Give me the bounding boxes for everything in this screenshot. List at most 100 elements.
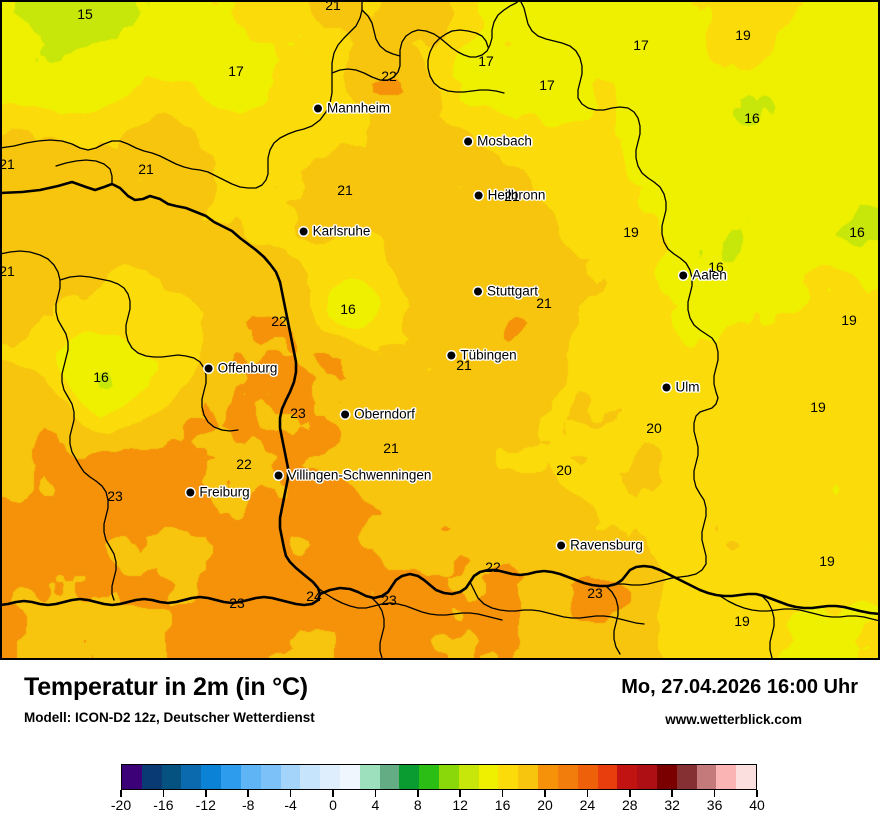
border-line <box>605 585 621 655</box>
colorbar-tick <box>586 790 589 797</box>
city-dot-icon <box>274 471 283 479</box>
temperature-value-label: 21 <box>325 0 341 13</box>
temperature-value-label: 21 <box>337 182 353 198</box>
colorbar-tick-label: 8 <box>413 797 422 813</box>
temperature-value-label: 17 <box>633 37 649 53</box>
colorbar-swatch <box>122 765 142 789</box>
colorbar-swatch <box>617 765 638 789</box>
colorbar-swatch <box>240 765 261 789</box>
border-line <box>55 159 113 185</box>
colorbar-swatch <box>498 765 519 789</box>
temperature-map[interactable]: Mannheim Mosbach Heilbronn Karlsruhe Stuttga… <box>0 0 880 660</box>
colorbar-tick <box>671 790 673 797</box>
city-marker[interactable]: Villingen-Schwenningen <box>274 468 431 483</box>
temperature-value-label: 16 <box>744 110 760 126</box>
colorbar-tick-label: 40 <box>749 797 765 813</box>
colorbar-tick <box>120 790 122 797</box>
temperature-value-label: 23 <box>229 595 245 611</box>
border-line <box>519 0 719 586</box>
border-line <box>59 275 239 432</box>
city-marker[interactable]: Offenburg <box>204 360 278 376</box>
colorbar-tick <box>417 790 419 797</box>
footer-panel: Temperatur in 2m (in °C) Modell: ICON-D2… <box>0 660 880 830</box>
city-marker[interactable]: Karlsruhe <box>299 223 371 239</box>
colorbar-tick <box>544 790 546 797</box>
city-marker[interactable]: Mosbach <box>464 134 532 149</box>
city-dot-icon <box>464 137 473 145</box>
city-dot-icon <box>662 383 671 391</box>
border-line <box>361 9 401 57</box>
city-marker[interactable]: Ravensburg <box>557 538 643 553</box>
colorbar-swatch <box>696 765 717 789</box>
colorbar-tick <box>162 790 165 797</box>
colorbar-swatch <box>260 765 281 789</box>
colorbar: -20 -16 -12 -8 -4 0 4 8 12 16 20 24 28 32 36 40 <box>111 764 765 813</box>
colorbar-tick-label: -4 <box>284 797 297 813</box>
city-label: Freiburg <box>199 484 250 500</box>
city-dot-icon <box>557 541 566 549</box>
website-label: www.wetterblick.com <box>665 712 802 727</box>
colorbar-swatch <box>399 765 420 789</box>
colorbar-tick-label: -20 <box>110 797 132 813</box>
temperature-value-label: 22 <box>485 559 501 575</box>
city-marker[interactable]: Freiburg <box>186 484 250 500</box>
city-marker[interactable]: Tübingen <box>447 348 517 363</box>
colorbar-swatch <box>339 765 360 789</box>
temperature-value-label: 19 <box>819 553 835 569</box>
temperature-value-label: 23 <box>107 488 123 504</box>
city-label: Karlsruhe <box>312 223 371 239</box>
border-line <box>719 595 880 622</box>
city-dot-icon <box>313 104 322 112</box>
city-marker[interactable]: Aalen <box>679 268 727 283</box>
temperature-value-label: 19 <box>841 312 857 328</box>
colorbar-swatch <box>478 765 499 789</box>
temperature-value-label: 16 <box>340 301 356 317</box>
city-label: Ulm <box>675 379 700 395</box>
city-label: Offenburg <box>217 360 278 376</box>
city-marker[interactable]: Stuttgart <box>473 284 538 299</box>
temperature-value-label: 19 <box>734 613 750 629</box>
city-marker[interactable]: Ulm <box>662 379 700 395</box>
temperature-value-label: 23 <box>587 585 603 601</box>
temperature-field-canvas <box>0 0 880 660</box>
city-dot-icon <box>679 271 688 279</box>
colorbar-swatch <box>557 765 578 789</box>
city-marker[interactable]: Heilbronn <box>474 188 545 203</box>
city-dot-icon <box>447 351 456 359</box>
colorbar-tick-label: 12 <box>452 797 468 813</box>
colorbar-swatch <box>419 765 439 789</box>
temperature-value-label: 19 <box>735 27 751 43</box>
temperature-value-label: 21 <box>536 295 552 311</box>
city-label: Mannheim <box>326 100 391 116</box>
colorbar-tick <box>289 790 292 797</box>
colorbar-tick-labels: -20 -16 -12 -8 -4 0 4 8 12 16 20 24 28 32 36 40 <box>111 797 765 817</box>
temperature-value-label: 21 <box>0 263 15 279</box>
border-line <box>318 564 880 616</box>
temperature-value-label: 23 <box>381 592 397 608</box>
colorbar-tick-label: 36 <box>706 797 723 813</box>
colorbar-swatch <box>538 765 558 789</box>
temperature-value-label: 19 <box>623 224 639 240</box>
border-line <box>439 29 489 48</box>
temperature-value-label: 16 <box>849 224 865 240</box>
colorbar-tick <box>713 790 716 797</box>
temperature-value-label: 20 <box>556 462 572 478</box>
colorbar-tick-label: -8 <box>241 797 255 813</box>
colorbar-tick-label: 32 <box>664 797 680 813</box>
model-subtitle: Modell: ICON-D2 12z, Deutscher Wetterdie… <box>24 710 315 725</box>
temperature-value-label: 24 <box>306 588 322 604</box>
city-marker[interactable]: Oberndorf <box>341 407 415 422</box>
temperature-value-label: 21 <box>456 357 472 373</box>
city-dot-icon <box>474 191 483 199</box>
temperature-value-label: 16 <box>93 369 109 385</box>
temperature-value-label: 23 <box>290 405 306 421</box>
temperature-value-label: 16 <box>708 259 724 275</box>
temperature-value-label: 22 <box>236 456 252 472</box>
colorbar-tick <box>501 790 504 797</box>
colorbar-swatch <box>221 765 241 789</box>
colorbar-swatch <box>637 765 657 789</box>
page-title: Temperatur in 2m (in °C) <box>24 673 308 701</box>
temperature-value-label: 22 <box>271 313 287 329</box>
city-marker[interactable]: Mannheim <box>313 100 391 116</box>
